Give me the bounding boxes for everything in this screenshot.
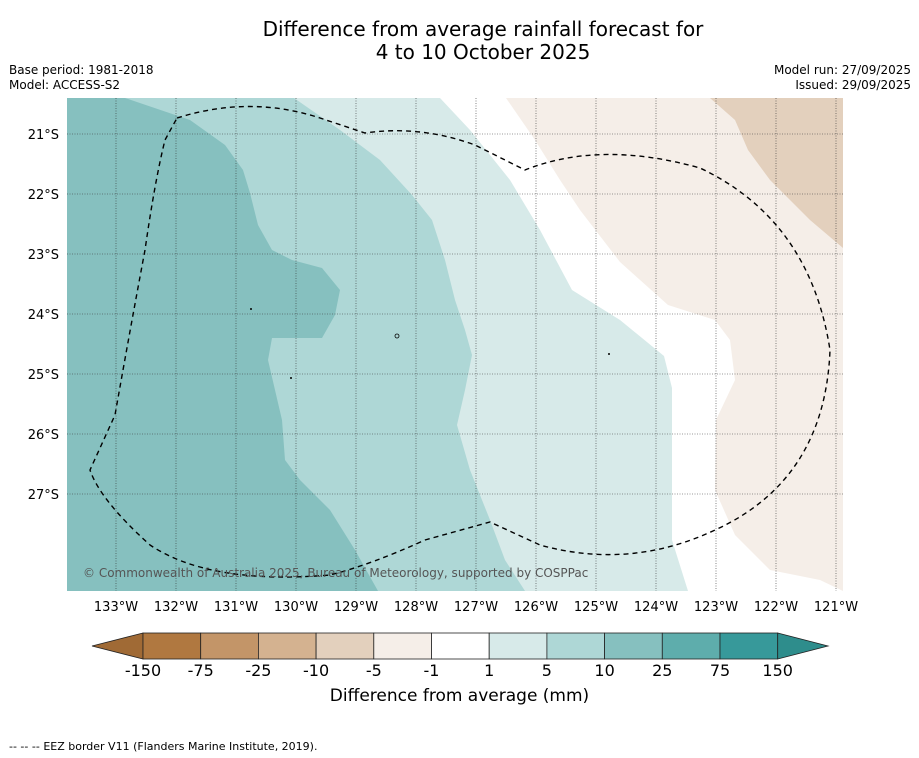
colorbar-extend-high <box>777 632 830 660</box>
eez-legend-text: EEZ border V11 (Flanders Marine Institut… <box>43 740 318 753</box>
colorbar-swatch <box>257 632 317 660</box>
meta-left: Base period: 1981-2018 Model: ACCESS-S2 <box>9 63 154 93</box>
lon-label: 129°W <box>334 600 378 615</box>
colorbar-tick-label: 75 <box>709 661 731 680</box>
lon-label: 127°W <box>454 600 498 615</box>
lat-label: 23°S <box>28 248 59 263</box>
chart-title-line2: 4 to 10 October 2025 <box>375 40 591 64</box>
lon-label: 122°W <box>754 600 798 615</box>
eez-legend-symbol: -- -- -- <box>9 740 40 753</box>
colorbar-swatch <box>488 632 548 660</box>
graticule <box>67 98 843 591</box>
copyright-text: © Commonwealth of Australia 2025, Bureau… <box>83 566 588 580</box>
colorbar-swatch <box>604 632 663 660</box>
colorbar-swatch <box>200 632 259 660</box>
lat-label: 21°S <box>28 128 59 143</box>
lon-label: 128°W <box>394 600 438 615</box>
lon-label: 121°W <box>814 600 858 615</box>
colorbar-swatch <box>373 632 432 660</box>
colorbar-tick-label: -75 <box>187 661 214 680</box>
island <box>608 353 610 355</box>
lat-label: 26°S <box>28 428 59 443</box>
lat-label: 25°S <box>28 368 59 383</box>
lon-label: 126°W <box>514 600 558 615</box>
model-name: Model: ACCESS-S2 <box>9 78 121 92</box>
meta-right: Model run: 27/09/2025 Issued: 29/09/2025 <box>774 63 911 93</box>
colorbar-extend-low <box>91 632 144 660</box>
latitude-labels: 21°S 22°S 23°S 24°S 25°S 26°S 27°S <box>28 128 59 503</box>
lat-label: 27°S <box>28 488 59 503</box>
islands <box>250 308 610 379</box>
colorbar-swatch <box>719 632 779 660</box>
lon-label: 125°W <box>574 600 618 615</box>
colorbar-tick-label: -150 <box>124 661 162 680</box>
colorbar-tick-label: -25 <box>245 661 272 680</box>
colorbar-tick-label: 25 <box>652 661 673 680</box>
rainfall-contours <box>67 98 843 591</box>
colorbar-swatch <box>315 632 375 660</box>
lat-label: 24°S <box>28 308 59 323</box>
colorbar-tick-label: -10 <box>303 661 330 680</box>
lon-label: 132°W <box>154 600 198 615</box>
longitude-labels: 133°W 132°W 131°W 130°W 129°W 128°W 127°W 126°W… <box>94 600 858 615</box>
lon-label: 131°W <box>214 600 258 615</box>
colorbar <box>91 632 830 660</box>
contour-minus5-to-minus1 <box>506 98 843 591</box>
lon-label: 133°W <box>94 600 138 615</box>
base-period: Base period: 1981-2018 <box>9 63 154 77</box>
colorbar-tick-label: 1 <box>484 661 495 680</box>
colorbar-swatch <box>142 632 202 660</box>
colorbar-swatch <box>661 632 721 660</box>
colorbar-tick-label: 150 <box>762 661 793 680</box>
colorbar-tick-label: -1 <box>423 661 440 680</box>
lon-label: 130°W <box>274 600 318 615</box>
chart-title-line1: Difference from average rainfall forecas… <box>262 17 704 41</box>
island <box>250 308 252 310</box>
colorbar-label: Difference from average (mm) <box>329 686 590 706</box>
contour-10-to-25 <box>67 98 378 591</box>
colorbar-tick-label: 5 <box>541 661 552 680</box>
lon-label: 123°W <box>694 600 738 615</box>
footer-legend: -- -- -- EEZ border V11 (Flanders Marine… <box>9 740 317 753</box>
colorbar-swatch <box>431 632 490 660</box>
colorbar-tick-label: 10 <box>594 661 615 680</box>
contour-minus10-to-minus5 <box>710 98 843 248</box>
colorbar-swatch <box>546 632 606 660</box>
lon-label: 124°W <box>634 600 678 615</box>
island <box>394 333 400 339</box>
colorbar-tick-label: -5 <box>365 661 382 680</box>
island <box>290 377 292 379</box>
model-run: Model run: 27/09/2025 <box>773 63 911 77</box>
issued-date: Issued: 29/09/2025 <box>795 78 911 92</box>
lat-label: 22°S <box>28 188 59 203</box>
chart-title: Difference from average rainfall forecas… <box>0 18 919 64</box>
